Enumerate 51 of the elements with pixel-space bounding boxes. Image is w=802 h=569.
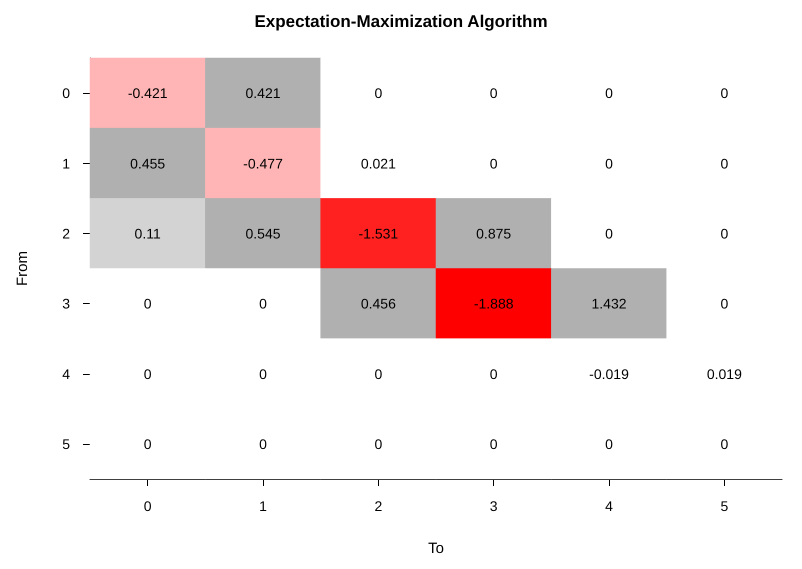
data-label: 0.019 [706, 366, 742, 382]
chart-title: Expectation-Maximization Algorithm [254, 12, 548, 31]
data-label: 0 [374, 366, 382, 382]
data-label: 0 [144, 366, 152, 382]
data-label: -1.531 [358, 225, 398, 242]
data-label: 0.455 [130, 155, 166, 172]
data-label: 0.875 [476, 225, 512, 242]
x-tick-label: 3 [490, 498, 498, 514]
data-label: -0.019 [589, 366, 630, 382]
data-label: -0.421 [128, 85, 168, 102]
data-label: 0 [720, 155, 728, 172]
y-tick-label: 4 [62, 366, 70, 382]
data-label: 0.11 [134, 225, 161, 242]
data-label: 0 [490, 85, 498, 102]
data-label: 0 [490, 366, 498, 382]
data-label: 0 [720, 436, 728, 452]
x-tick-label: 0 [144, 498, 152, 514]
y-tick-label: 3 [62, 296, 70, 312]
x-tick-label: 2 [374, 498, 382, 514]
data-label: 0 [374, 436, 382, 452]
data-label: 0 [490, 436, 498, 452]
data-label: 0 [144, 436, 152, 452]
data-label: 0 [259, 436, 268, 452]
x-tick-label: 5 [720, 498, 728, 514]
data-label: 0 [259, 366, 268, 382]
data-label: 0 [720, 85, 728, 102]
data-label: 0 [374, 85, 382, 102]
data-label: 0 [605, 225, 614, 242]
data-label: 0 [720, 225, 728, 242]
x-tick-label: 4 [605, 498, 614, 514]
y-tick-label: 1 [62, 155, 70, 172]
y-axis-title: From [14, 251, 31, 286]
data-label: 0.545 [245, 225, 281, 242]
x-tick-label: 1 [259, 498, 268, 514]
data-label: -0.477 [243, 155, 284, 172]
data-label: 0 [720, 296, 728, 312]
y-tick-label: 5 [62, 436, 70, 452]
data-label: 0 [605, 85, 614, 102]
data-label: 0 [605, 436, 614, 452]
data-label: 0 [144, 296, 152, 312]
y-tick-label: 2 [62, 225, 70, 242]
data-label: 0.421 [245, 85, 281, 102]
data-label: 0 [490, 155, 498, 172]
data-label: -1.888 [474, 296, 514, 312]
data-label: 1.432 [591, 296, 627, 312]
x-axis-title: To [428, 540, 444, 557]
data-label: 0.021 [360, 155, 396, 172]
data-label: 0 [605, 155, 614, 172]
data-label: 0.456 [360, 296, 396, 312]
y-tick-label: 0 [62, 85, 70, 102]
data-label: 0 [259, 296, 268, 312]
